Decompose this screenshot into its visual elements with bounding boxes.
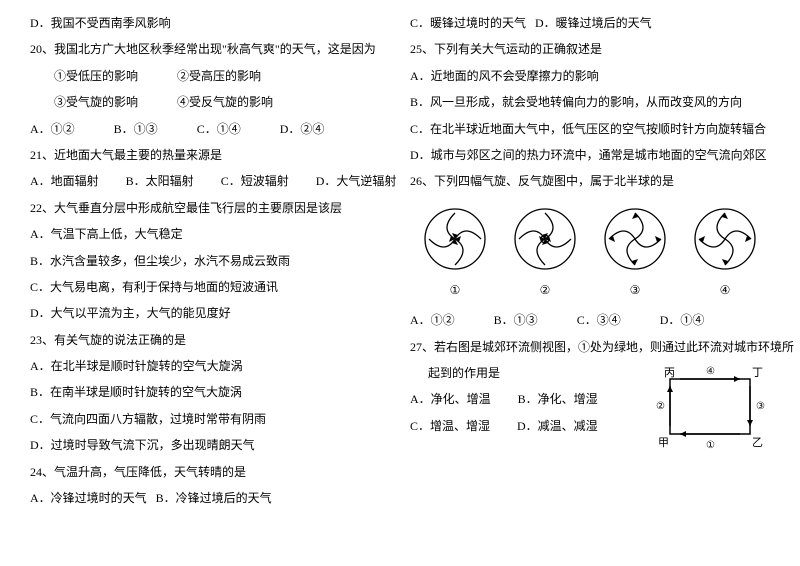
q21-optB: B．太阳辐射: [126, 174, 194, 188]
label-1: ①: [450, 277, 461, 303]
box-bl: 甲: [658, 437, 669, 449]
q23-C: C．气流向四面八方辐散，过境时常带有阴雨: [30, 406, 390, 432]
q27-row: 起到的作用是 A．净化、增温 B．净化、增湿 C．增温、增湿 D．减温、减湿: [410, 360, 770, 454]
q25: 25、下列有关大气运动的正确叙述是: [410, 36, 770, 62]
q20-optC: C．①④: [197, 116, 241, 142]
q27: 27、若右图是城郊环流侧视图，①处为绿地，则通过此环流对城市环境所: [410, 334, 770, 360]
q24-D: D．暖锋过境后的天气: [535, 16, 652, 30]
q23-D: D．过境时导致气流下沉，多出现晴朗天气: [30, 432, 390, 458]
q21-options: A．地面辐射 B．太阳辐射 C．短波辐射 D．大气逆辐射: [30, 168, 390, 194]
q20-optD: D．②④: [280, 116, 325, 142]
q27-A: A．净化、增温: [410, 392, 491, 406]
q25-D: D．城市与郊区之间的热力环流中，通常是城市地面的空气流向郊区: [410, 142, 770, 168]
q26-optB: B．①③: [494, 307, 538, 333]
q27-B: B．净化、增湿: [518, 392, 598, 406]
cyclone-1-icon: [419, 203, 491, 275]
cyclone-3-icon: [599, 203, 671, 275]
q26-optD: D．①④: [660, 307, 705, 333]
q20-sub2: ③受气旋的影响 ④受反气旋的影响: [30, 89, 390, 115]
q25-B: B．风一旦形成，就会受地转偏向力的影响，从而改变风的方向: [410, 89, 770, 115]
label-4: ④: [720, 277, 731, 303]
q27-text: 起到的作用是 A．净化、增温 B．净化、增湿 C．增温、增湿 D．减温、减湿: [410, 360, 644, 439]
q24-C: C．暖锋过境时的天气: [410, 16, 526, 30]
q22: 22、大气垂直分层中形成航空最佳飞行层的主要原因是该层: [30, 195, 390, 221]
q22-D: D．大气以平流为主，大气的能见度好: [30, 300, 390, 326]
q20-sub1b: ②受高压的影响: [177, 69, 261, 83]
box-tr: 丁: [752, 367, 763, 379]
cyclone-diagrams: [410, 195, 770, 277]
q23: 23、有关气旋的说法正确的是: [30, 327, 390, 353]
q26-optC: C．③④: [577, 307, 621, 333]
q20-sub2a: ③受气旋的影响: [54, 89, 174, 115]
q21-optA: A．地面辐射: [30, 174, 99, 188]
q20-sub2b: ④受反气旋的影响: [177, 95, 273, 109]
q25-C: C．在北半球近地面大气中，低气压区的空气按顺时针方向旋转辐合: [410, 116, 770, 142]
circulation-box-icon: 丙 丁 甲 乙 ④ ③ ① ②: [650, 364, 770, 454]
q21-optD: D．大气逆辐射: [316, 174, 397, 188]
q26: 26、下列四幅气旋、反气旋图中，属于北半球的是: [410, 168, 770, 194]
left-column: D．我国不受西南季风影响 20、我国北方广大地区秋季经常出现"秋高气爽"的天气，…: [20, 10, 400, 556]
box-tl: 丙: [664, 367, 675, 379]
q23-A: A．在北半球是顺时针旋转的空气大旋涡: [30, 353, 390, 379]
box-br: 乙: [752, 436, 763, 449]
box-top: ④: [706, 366, 715, 377]
q21-optC: C．短波辐射: [221, 174, 289, 188]
q20-sub1: ①受低压的影响 ②受高压的影响: [30, 63, 390, 89]
q20-options: A．①② B．①③ C．①④ D．②④: [30, 116, 390, 142]
q24-CD: C．暖锋过境时的天气 D．暖锋过境后的天气: [410, 10, 770, 36]
q20-sub1a: ①受低压的影响: [54, 63, 174, 89]
cyclone-4-icon: [689, 203, 761, 275]
q25-A: A．近地面的风不会受摩擦力的影响: [410, 63, 770, 89]
q27b: 起到的作用是: [410, 360, 644, 386]
q24-A: A．冷锋过境时的天气: [30, 491, 147, 505]
q22-A: A．气温下高上低，大气稳定: [30, 221, 390, 247]
q27-CD: C．增温、增湿 D．减温、减湿: [410, 413, 644, 439]
q26-options: A．①② B．①③ C．③④ D．①④: [410, 307, 770, 333]
q20-optB: B．①③: [114, 116, 158, 142]
q23-B: B．在南半球是顺时针旋转的空气大旋涡: [30, 379, 390, 405]
label-3: ③: [630, 277, 641, 303]
q21: 21、近地面大气最主要的热量来源是: [30, 142, 390, 168]
label-2: ②: [540, 277, 551, 303]
q24-B: B．冷锋过境后的天气: [156, 491, 272, 505]
q26-optA: A．①②: [410, 307, 455, 333]
box-right: ③: [756, 401, 765, 412]
q20-optA: A．①②: [30, 116, 75, 142]
cyclone-2-icon: [509, 203, 581, 275]
q22-C: C．大气易电离，有利于保持与地面的短波通讯: [30, 274, 390, 300]
option-d: D．我国不受西南季风影响: [30, 10, 390, 36]
q27-AB: A．净化、增温 B．净化、增湿: [410, 386, 644, 412]
q22-B: B．水汽含量较多，但尘埃少，水汽不易成云致雨: [30, 248, 390, 274]
q20: 20、我国北方广大地区秋季经常出现"秋高气爽"的天气，这是因为: [30, 36, 390, 62]
q27-C: C．增温、增湿: [410, 419, 490, 433]
q27-D: D．减温、减湿: [517, 419, 598, 433]
cyclone-labels: ① ② ③ ④: [410, 277, 770, 307]
q24-AB: A．冷锋过境时的天气 B．冷锋过境后的天气: [30, 485, 390, 511]
q24: 24、气温升高，气压降低，天气转晴的是: [30, 459, 390, 485]
box-left: ②: [656, 401, 665, 412]
box-bottom: ①: [706, 440, 715, 451]
right-column: C．暖锋过境时的天气 D．暖锋过境后的天气 25、下列有关大气运动的正确叙述是 …: [400, 10, 780, 556]
